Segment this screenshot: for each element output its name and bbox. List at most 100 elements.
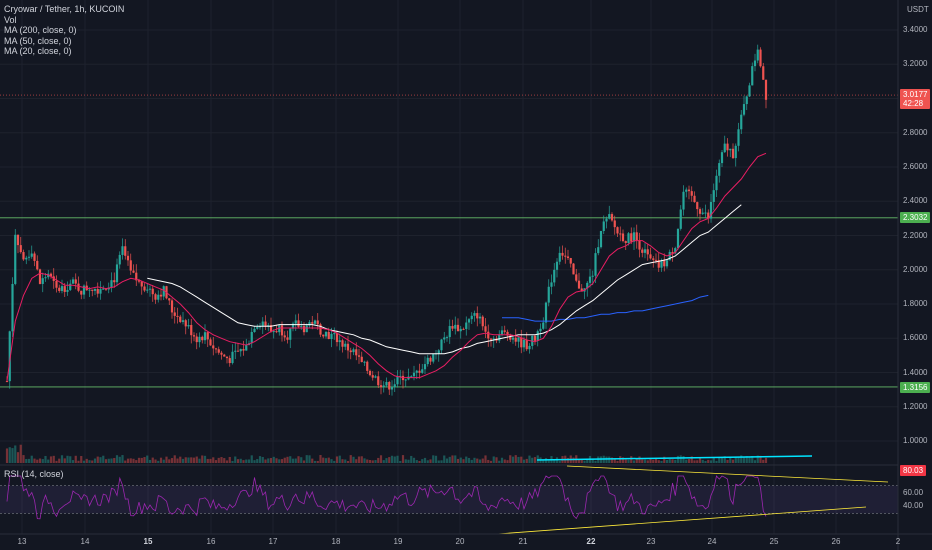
volume-bar bbox=[308, 455, 311, 463]
candle-body bbox=[212, 345, 215, 349]
volume-bar bbox=[437, 460, 440, 463]
candle-body bbox=[759, 49, 762, 67]
symbol-title[interactable]: Cryowar / Tether, 1h, KUCOIN bbox=[4, 4, 125, 14]
candle-body bbox=[649, 254, 652, 259]
volume-bar bbox=[652, 459, 655, 463]
volume-bar bbox=[71, 460, 75, 463]
volume-bar bbox=[616, 460, 619, 463]
candle-body bbox=[253, 328, 256, 333]
candle-body bbox=[679, 209, 682, 229]
indicator-ma50[interactable]: MA (50, close, 0) bbox=[4, 35, 72, 46]
volume-bar bbox=[685, 459, 688, 463]
volume-bar bbox=[157, 460, 160, 463]
candle-body bbox=[234, 350, 237, 352]
candle-body bbox=[159, 294, 163, 297]
volume-bar bbox=[399, 460, 402, 463]
volume-bar bbox=[74, 455, 77, 463]
candle-body bbox=[82, 285, 86, 295]
volume-bar bbox=[181, 458, 185, 463]
rsi-legend[interactable]: RSI (14, close) bbox=[4, 469, 64, 479]
volume-bar bbox=[434, 455, 438, 463]
candle-body bbox=[624, 241, 627, 243]
candle-body bbox=[643, 249, 647, 253]
volume-bar bbox=[302, 460, 306, 463]
candle-body bbox=[291, 323, 295, 329]
volume-bar bbox=[52, 455, 55, 463]
volume-bar bbox=[102, 455, 105, 463]
volume-bar bbox=[8, 447, 11, 463]
indicator-ma200[interactable]: MA (200, close, 0) bbox=[4, 25, 77, 35]
volume-bar bbox=[124, 460, 127, 463]
candle-body bbox=[140, 281, 143, 287]
volume-bar bbox=[522, 459, 526, 463]
candle-body bbox=[473, 313, 476, 316]
volume-bar bbox=[509, 455, 512, 463]
volume-bar bbox=[258, 456, 262, 463]
volume-bar bbox=[294, 458, 297, 463]
price-tick-label: 1.0000 bbox=[903, 436, 928, 445]
volume-bar bbox=[110, 458, 113, 463]
volume-bar bbox=[385, 458, 388, 463]
candle-body bbox=[506, 331, 509, 336]
candle-body bbox=[489, 338, 493, 340]
candle-body bbox=[412, 372, 416, 377]
time-tick-label: 22 bbox=[586, 537, 596, 546]
candle-body bbox=[143, 286, 146, 291]
volume-bar bbox=[583, 460, 586, 463]
candle-body bbox=[55, 280, 58, 288]
candle-body bbox=[74, 279, 77, 284]
volume-bar bbox=[654, 457, 658, 463]
volume-bar bbox=[764, 457, 768, 463]
candle-body bbox=[591, 275, 594, 277]
volume-bar bbox=[256, 459, 259, 463]
candle-body bbox=[91, 289, 94, 291]
volume-bar bbox=[377, 457, 380, 463]
candle-body bbox=[181, 320, 185, 322]
volume-bar bbox=[49, 456, 53, 463]
time-tick-label: 20 bbox=[455, 537, 465, 546]
volume-bar bbox=[525, 458, 528, 463]
candle-body bbox=[322, 334, 325, 337]
indicator-vol[interactable]: Vol bbox=[4, 14, 17, 25]
candle-body bbox=[27, 256, 31, 258]
volume-bar bbox=[580, 458, 583, 463]
time-tick-label: 24 bbox=[707, 537, 717, 546]
candle-body bbox=[632, 232, 636, 242]
volume-bar bbox=[696, 460, 699, 463]
candle-body bbox=[665, 260, 669, 267]
rsi-resistance-trendline bbox=[566, 465, 889, 483]
candle-body bbox=[723, 143, 726, 153]
time-tick-label: 26 bbox=[831, 537, 841, 546]
volume-bar bbox=[220, 457, 223, 463]
candle-body bbox=[236, 350, 240, 352]
time-tick-label: 21 bbox=[518, 537, 528, 546]
volume-bar bbox=[201, 455, 204, 463]
volume-bar bbox=[712, 457, 715, 463]
candle-body bbox=[443, 337, 446, 340]
volume-bar bbox=[627, 459, 630, 463]
volume-bar bbox=[368, 459, 372, 463]
candle-body bbox=[146, 289, 149, 291]
candle-body bbox=[456, 324, 460, 332]
volume-bar bbox=[63, 458, 66, 463]
volume-bar bbox=[456, 458, 460, 463]
candle-body bbox=[154, 294, 157, 300]
candle-body bbox=[599, 231, 603, 248]
candle-body bbox=[258, 326, 262, 328]
volume-bar bbox=[289, 456, 292, 463]
candle-body bbox=[242, 349, 245, 351]
volume-bar bbox=[104, 459, 108, 463]
candle-body bbox=[324, 331, 328, 337]
indicator-ma20[interactable]: MA (20, close, 0) bbox=[4, 46, 72, 56]
candle-body bbox=[38, 269, 42, 284]
candle-body bbox=[313, 320, 317, 324]
time-tick-label: 25 bbox=[769, 537, 779, 546]
volume-bar bbox=[421, 459, 424, 463]
candle-body bbox=[718, 163, 721, 176]
candle-body bbox=[729, 148, 732, 151]
candle-body bbox=[352, 349, 355, 353]
candle-body bbox=[511, 337, 515, 340]
volume-bar bbox=[492, 456, 495, 463]
